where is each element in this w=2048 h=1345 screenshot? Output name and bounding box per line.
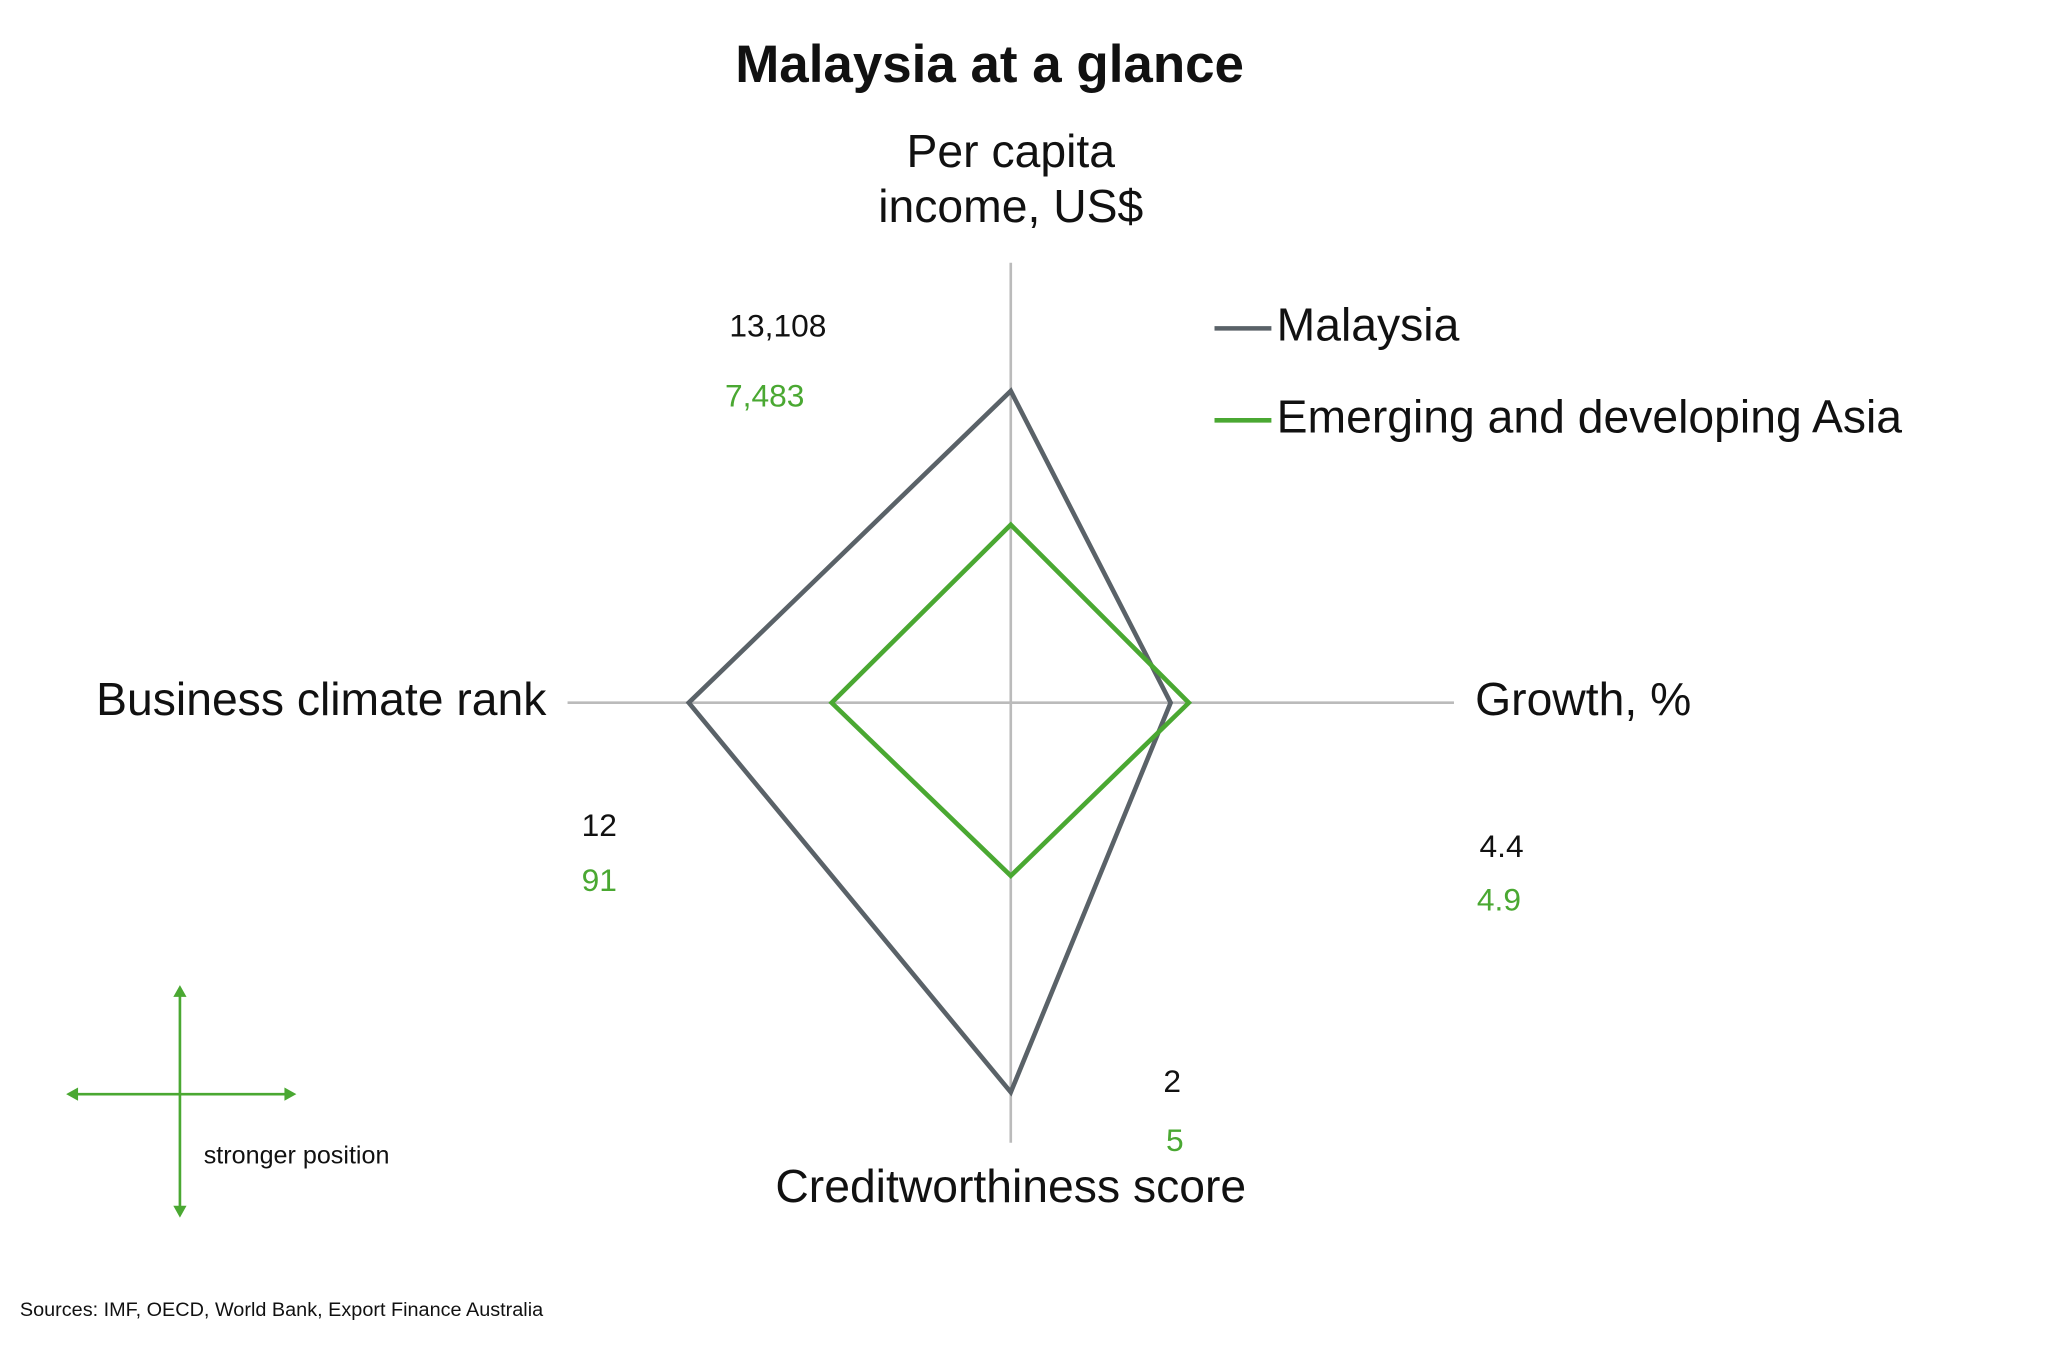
series-polygon — [685, 387, 1174, 1097]
value-label: 2 — [1163, 1063, 1181, 1099]
series-polygon — [828, 521, 1193, 880]
legend-label: Malaysia — [1277, 299, 1460, 351]
axis-label: Per capita income, US$ — [878, 126, 1144, 233]
axis-label: Business climate rank — [96, 673, 547, 725]
value-label: 4.4 — [1480, 828, 1524, 864]
value-label: 12 — [582, 807, 617, 843]
value-label: 7,483 — [725, 377, 804, 413]
value-label: 5 — [1166, 1122, 1184, 1158]
value-label: 13,108 — [729, 308, 826, 344]
value-label: 91 — [582, 862, 617, 898]
value-label: 4.9 — [1477, 882, 1521, 918]
chart-title: Malaysia at a glance — [735, 35, 1244, 94]
axis-label: Growth, % — [1475, 673, 1691, 725]
axis-label-wrap: Per capita income, US$ — [878, 126, 1144, 233]
legend-label: Emerging and developing Asia — [1277, 391, 1903, 443]
axis-label: Creditworthiness score — [775, 1160, 1246, 1212]
source: Sources: IMF, OECD, World Bank, Export F… — [20, 1299, 543, 1321]
annotation: stronger position — [204, 1142, 390, 1170]
stronger-icon — [66, 985, 297, 1218]
